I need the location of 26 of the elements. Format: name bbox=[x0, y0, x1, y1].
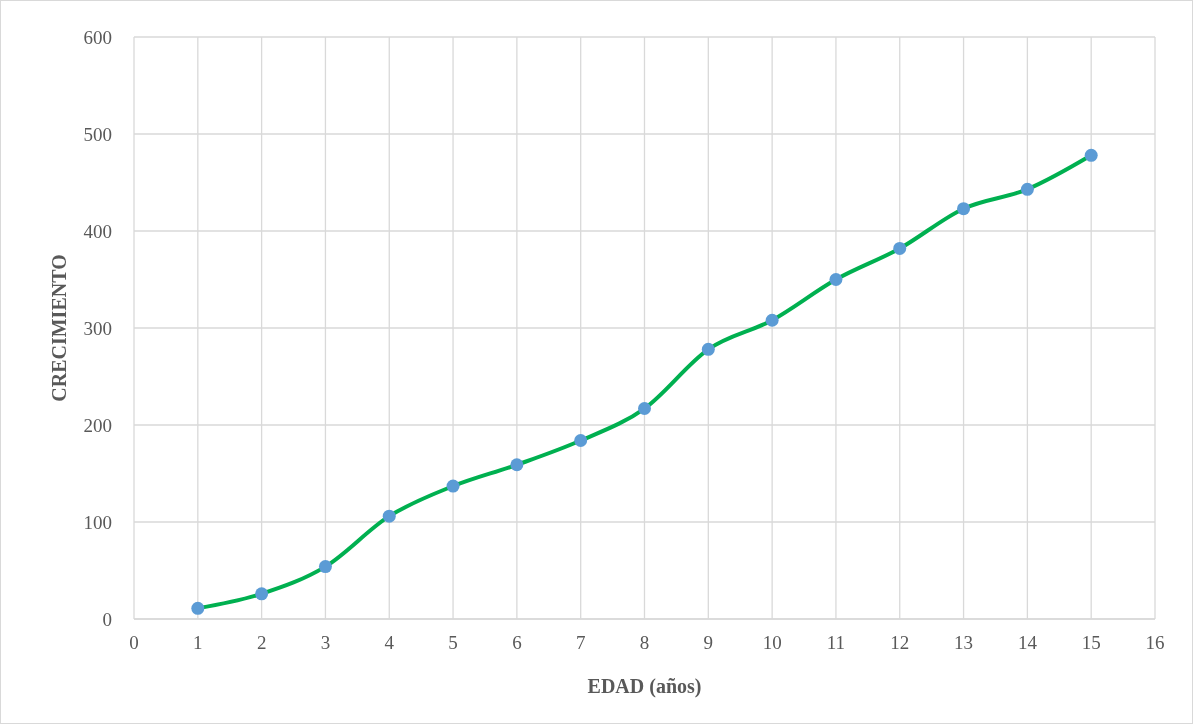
y-tick-label: 400 bbox=[83, 220, 112, 242]
x-tick-label: 9 bbox=[703, 632, 714, 653]
y-tick-label: 0 bbox=[102, 608, 112, 630]
x-tick-label: 8 bbox=[639, 632, 650, 653]
x-tick-label: 3 bbox=[320, 632, 331, 653]
x-tick-label: 15 bbox=[1081, 632, 1101, 653]
y-axis-title: CRECIMIENTO bbox=[48, 254, 70, 402]
x-tick-label: 2 bbox=[256, 632, 267, 653]
x-tick-label: 14 bbox=[1017, 632, 1038, 653]
x-tick-label: 16 bbox=[1145, 632, 1165, 653]
x-tick-label: 1 bbox=[193, 632, 203, 653]
x-tick-label: 4 bbox=[384, 632, 395, 653]
x-tick-label: 10 bbox=[762, 632, 782, 653]
y-tick-label: 500 bbox=[83, 123, 112, 145]
x-tick-label: 11 bbox=[826, 632, 846, 653]
y-tick-label: 100 bbox=[83, 511, 112, 533]
y-tick-label: 600 bbox=[83, 26, 112, 48]
y-tick-label: 200 bbox=[83, 414, 112, 436]
x-tick-label: 13 bbox=[954, 632, 974, 653]
x-tick-label: 5 bbox=[448, 632, 458, 653]
x-tick-label: 12 bbox=[890, 632, 910, 653]
x-axis-title: EDAD (años) bbox=[587, 675, 702, 698]
x-tick-label: 7 bbox=[575, 632, 586, 653]
y-tick-label: 300 bbox=[83, 317, 112, 339]
x-tick-label: 0 bbox=[129, 632, 139, 653]
x-tick-label: 6 bbox=[512, 632, 522, 653]
